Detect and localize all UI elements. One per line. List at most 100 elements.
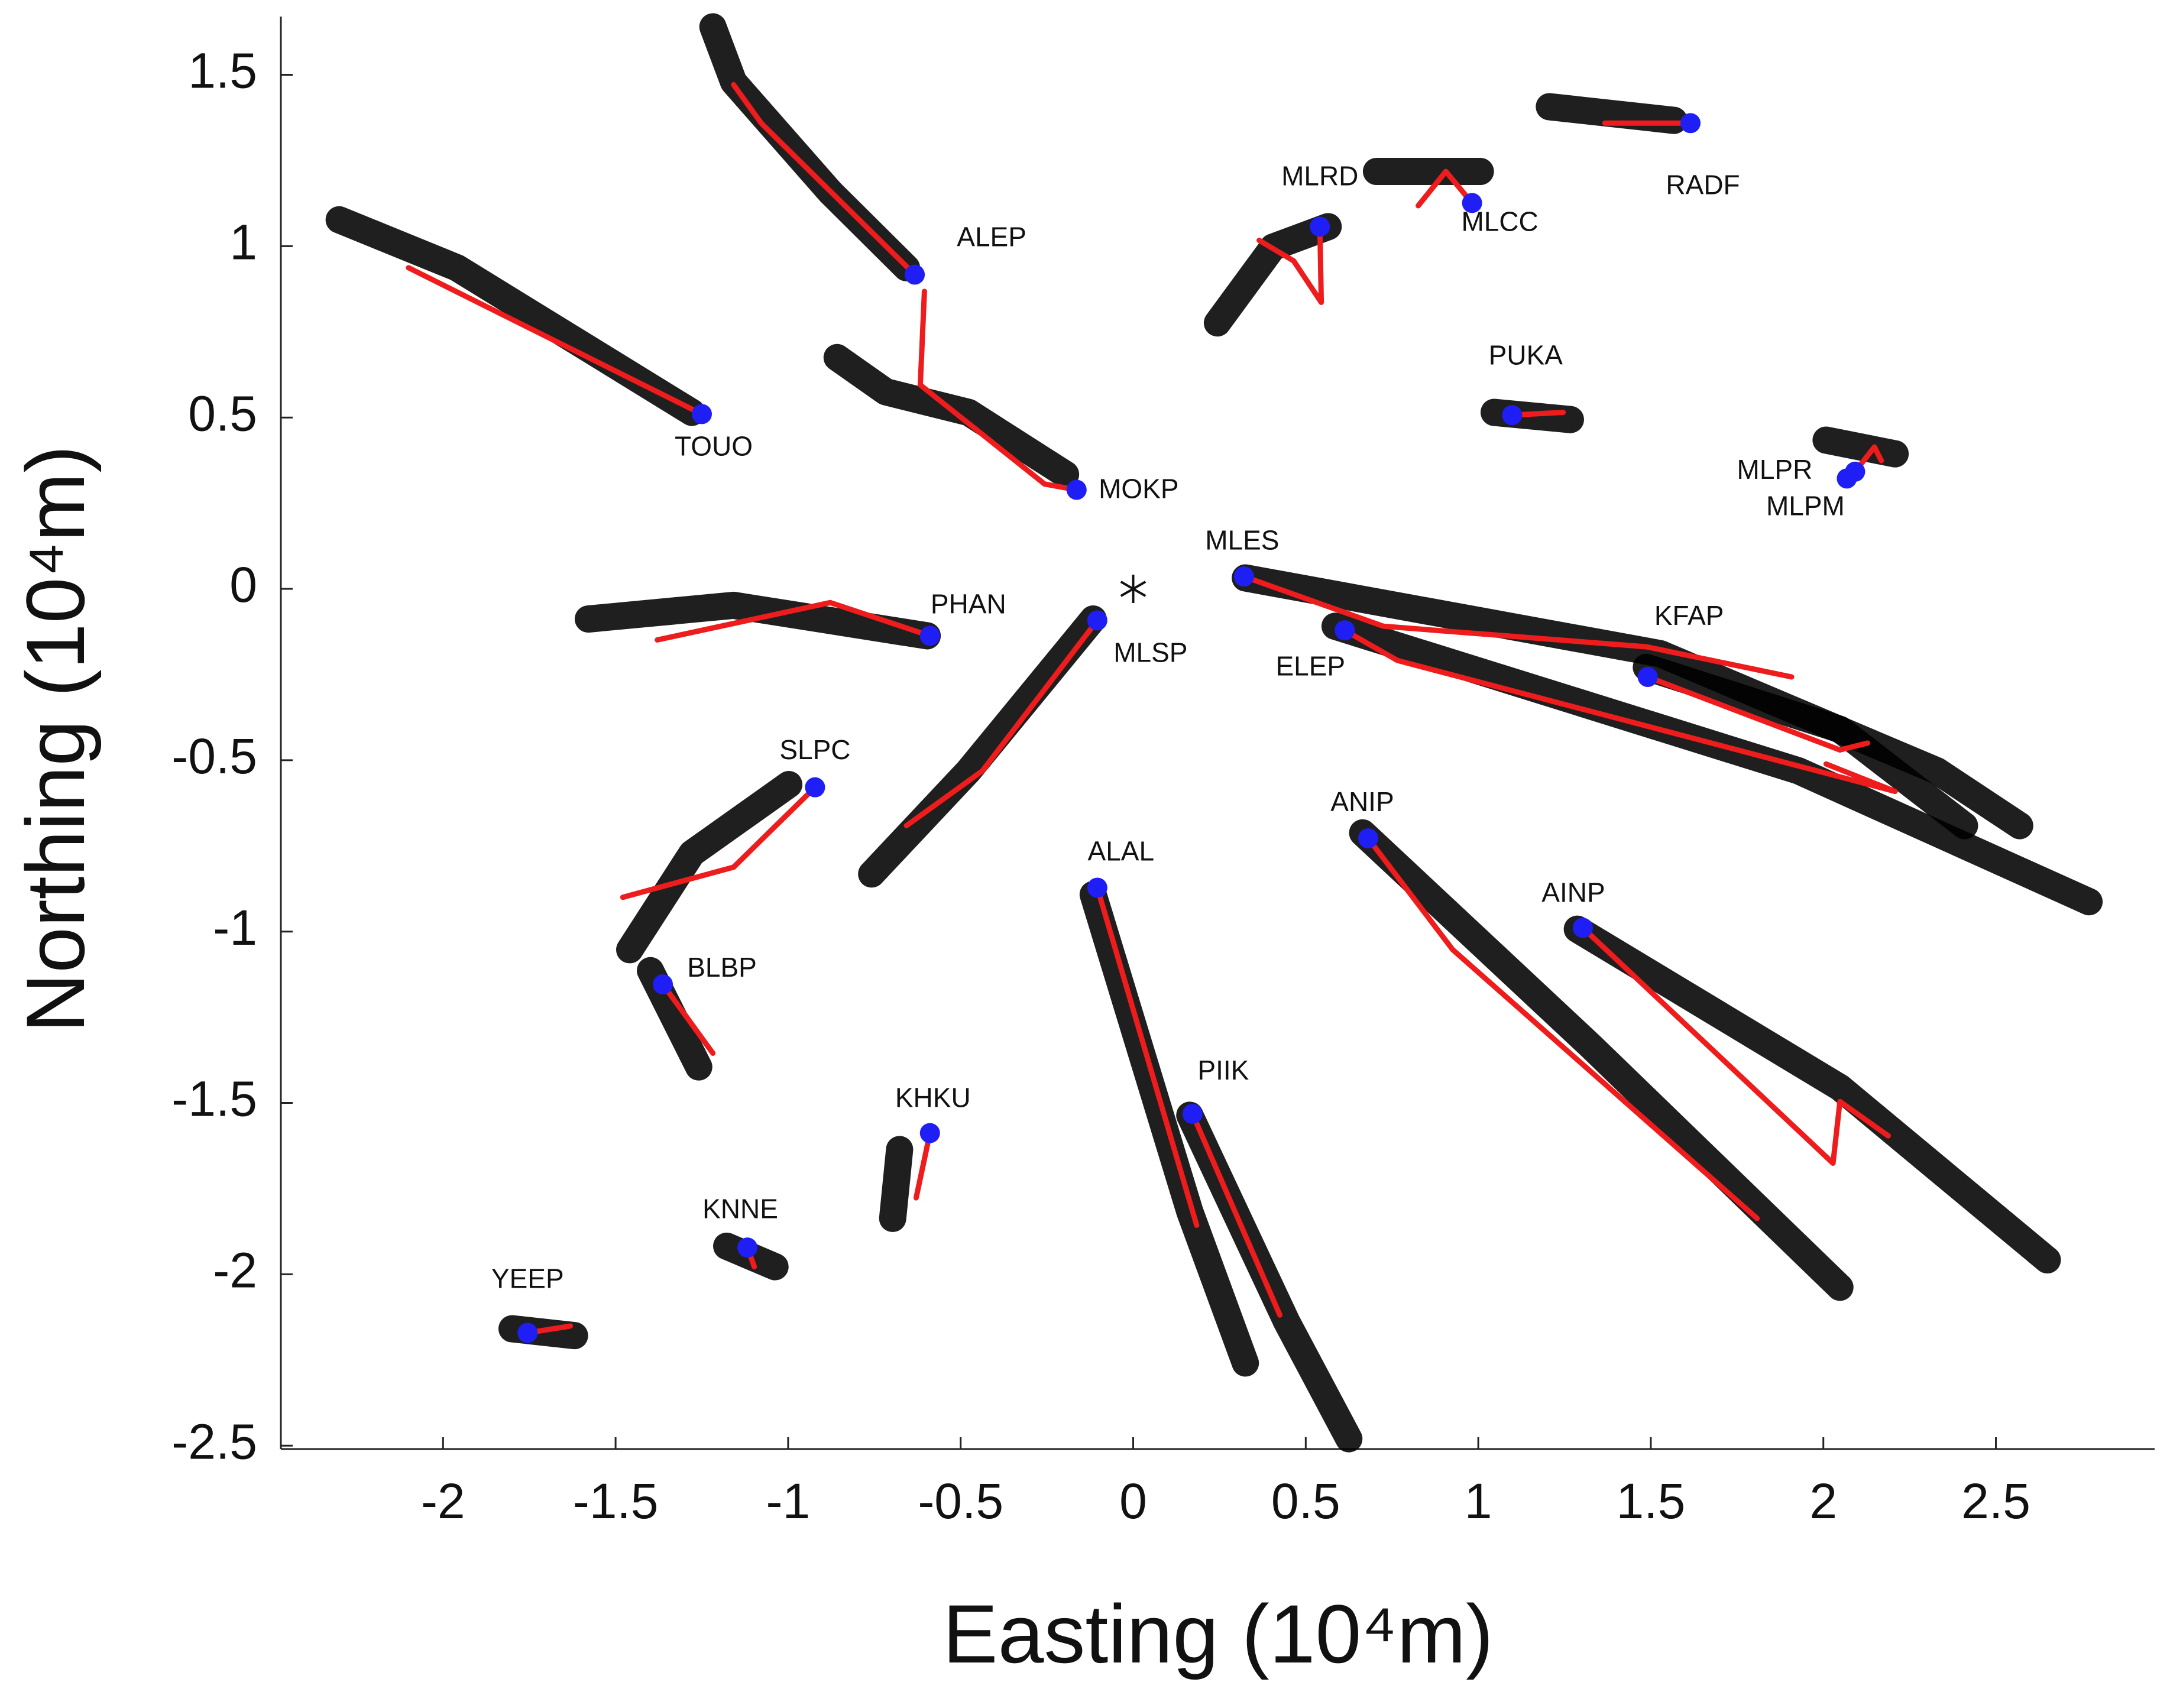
station-label: MOKP: [1099, 474, 1178, 504]
station-dot: [1680, 113, 1701, 134]
ground-track: [1563, 915, 2061, 1274]
x-tick-label: 0: [1119, 1473, 1147, 1529]
station-label: BLBP: [687, 952, 757, 983]
y-tick-label: -2: [213, 1243, 257, 1298]
x-tick-label: 0.5: [1271, 1473, 1340, 1529]
ground-track: [858, 605, 1107, 888]
station-path: [1342, 627, 1898, 795]
y-tick-label: -0.5: [171, 728, 257, 784]
station-dot: [1502, 405, 1523, 426]
x-axis-label: Easting (10⁴m): [943, 1587, 1494, 1680]
y-tick-label: -1: [213, 900, 257, 955]
station-label: ANIP: [1330, 786, 1394, 817]
ground-track: [879, 1136, 914, 1232]
x-tick-label: 1: [1465, 1473, 1492, 1529]
station-label: KFAP: [1654, 600, 1724, 631]
station-path: [1645, 674, 1870, 753]
ground-track: [1349, 819, 1854, 1301]
station-path: [1365, 835, 1760, 1221]
station-label: YEEP: [491, 1263, 564, 1294]
station-path: [1416, 168, 1475, 209]
station-dot: [1335, 620, 1355, 641]
ground-track: [1203, 213, 1342, 337]
station-dot: [1637, 667, 1658, 688]
station-label: MLES: [1205, 524, 1279, 555]
y-tick-label: 0.5: [188, 385, 257, 441]
station-path: [913, 1130, 933, 1201]
station-path: [1852, 444, 1884, 475]
station-path: [655, 599, 933, 643]
center-marker: [1120, 581, 1146, 597]
station-dot: [653, 974, 673, 994]
station-label: TOUO: [675, 431, 753, 462]
station-label: PUKA: [1489, 339, 1563, 370]
x-tick-label: -1.5: [573, 1473, 659, 1529]
station-path: [660, 981, 716, 1056]
station-label: MLRD: [1281, 160, 1358, 191]
station-dot: [1087, 877, 1107, 898]
station-label: RADF: [1666, 169, 1740, 200]
station-label: KHKU: [895, 1083, 971, 1113]
station-path: [1190, 1111, 1283, 1318]
station-dot: [1358, 828, 1378, 849]
x-tick-label: -0.5: [918, 1473, 1003, 1529]
station-dot: [1182, 1104, 1203, 1124]
station-label: ELEP: [1275, 650, 1345, 681]
x-tick-label: 1.5: [1617, 1473, 1686, 1529]
station-path: [406, 265, 705, 417]
station-dot: [1462, 193, 1482, 213]
station-label: PHAN: [931, 589, 1006, 620]
ground-track: [1536, 93, 1688, 134]
station-path: [620, 785, 818, 900]
ground-track: [1232, 564, 2033, 840]
station-dot: [737, 1237, 758, 1258]
ground-track: [823, 343, 1080, 488]
station-dot: [1310, 216, 1330, 237]
ground-track: [574, 591, 941, 650]
station-dot: [919, 625, 940, 646]
ground-track: [325, 206, 706, 426]
y-tick-label: -2.5: [171, 1414, 257, 1469]
ground-track: [1079, 881, 1259, 1377]
ground-track: [699, 13, 921, 281]
station-path: [903, 617, 1100, 829]
station-dot: [1572, 918, 1593, 938]
station-dot: [1837, 468, 1857, 489]
station-dot: [692, 404, 712, 424]
station-label: KNNE: [702, 1193, 778, 1224]
station-label: MLCC: [1461, 206, 1538, 236]
station-path: [1094, 885, 1200, 1228]
station-label: PIIK: [1197, 1055, 1249, 1085]
station-dot: [805, 777, 825, 798]
station-path: [1580, 925, 1891, 1166]
station-label: MLPM: [1766, 491, 1845, 521]
station-path: [1241, 573, 1795, 680]
ground-track: [1321, 612, 2103, 916]
station-dot: [517, 1323, 538, 1343]
y-tick-label: 0: [229, 557, 257, 612]
ground-track: [1812, 426, 1909, 468]
station-path: [1256, 223, 1324, 305]
station-dot: [1233, 566, 1254, 587]
station-label: ALEP: [957, 222, 1026, 252]
y-tick-label: -1.5: [171, 1071, 257, 1127]
y-axis-label: Northing (10⁴m): [9, 445, 102, 1033]
x-tick-label: -1: [766, 1473, 811, 1529]
station-label: MLPR: [1737, 454, 1813, 485]
station-label: SLPC: [779, 734, 850, 765]
x-tick-label: 2.5: [1961, 1473, 2030, 1529]
y-tick-label: 1.5: [188, 43, 257, 99]
x-tick-label: -2: [421, 1473, 465, 1529]
station-dot: [1066, 479, 1087, 500]
station-path: [731, 82, 918, 277]
station-label: AINP: [1541, 877, 1605, 908]
x-tick-label: 2: [1809, 1473, 1837, 1529]
station-dot: [919, 1123, 940, 1143]
station-dot: [1087, 610, 1107, 631]
ground-track: [616, 771, 803, 964]
station-dot: [905, 264, 925, 285]
station-label: MLSP: [1113, 637, 1187, 668]
y-tick-label: 1: [229, 215, 257, 270]
station-path: [917, 289, 1080, 493]
